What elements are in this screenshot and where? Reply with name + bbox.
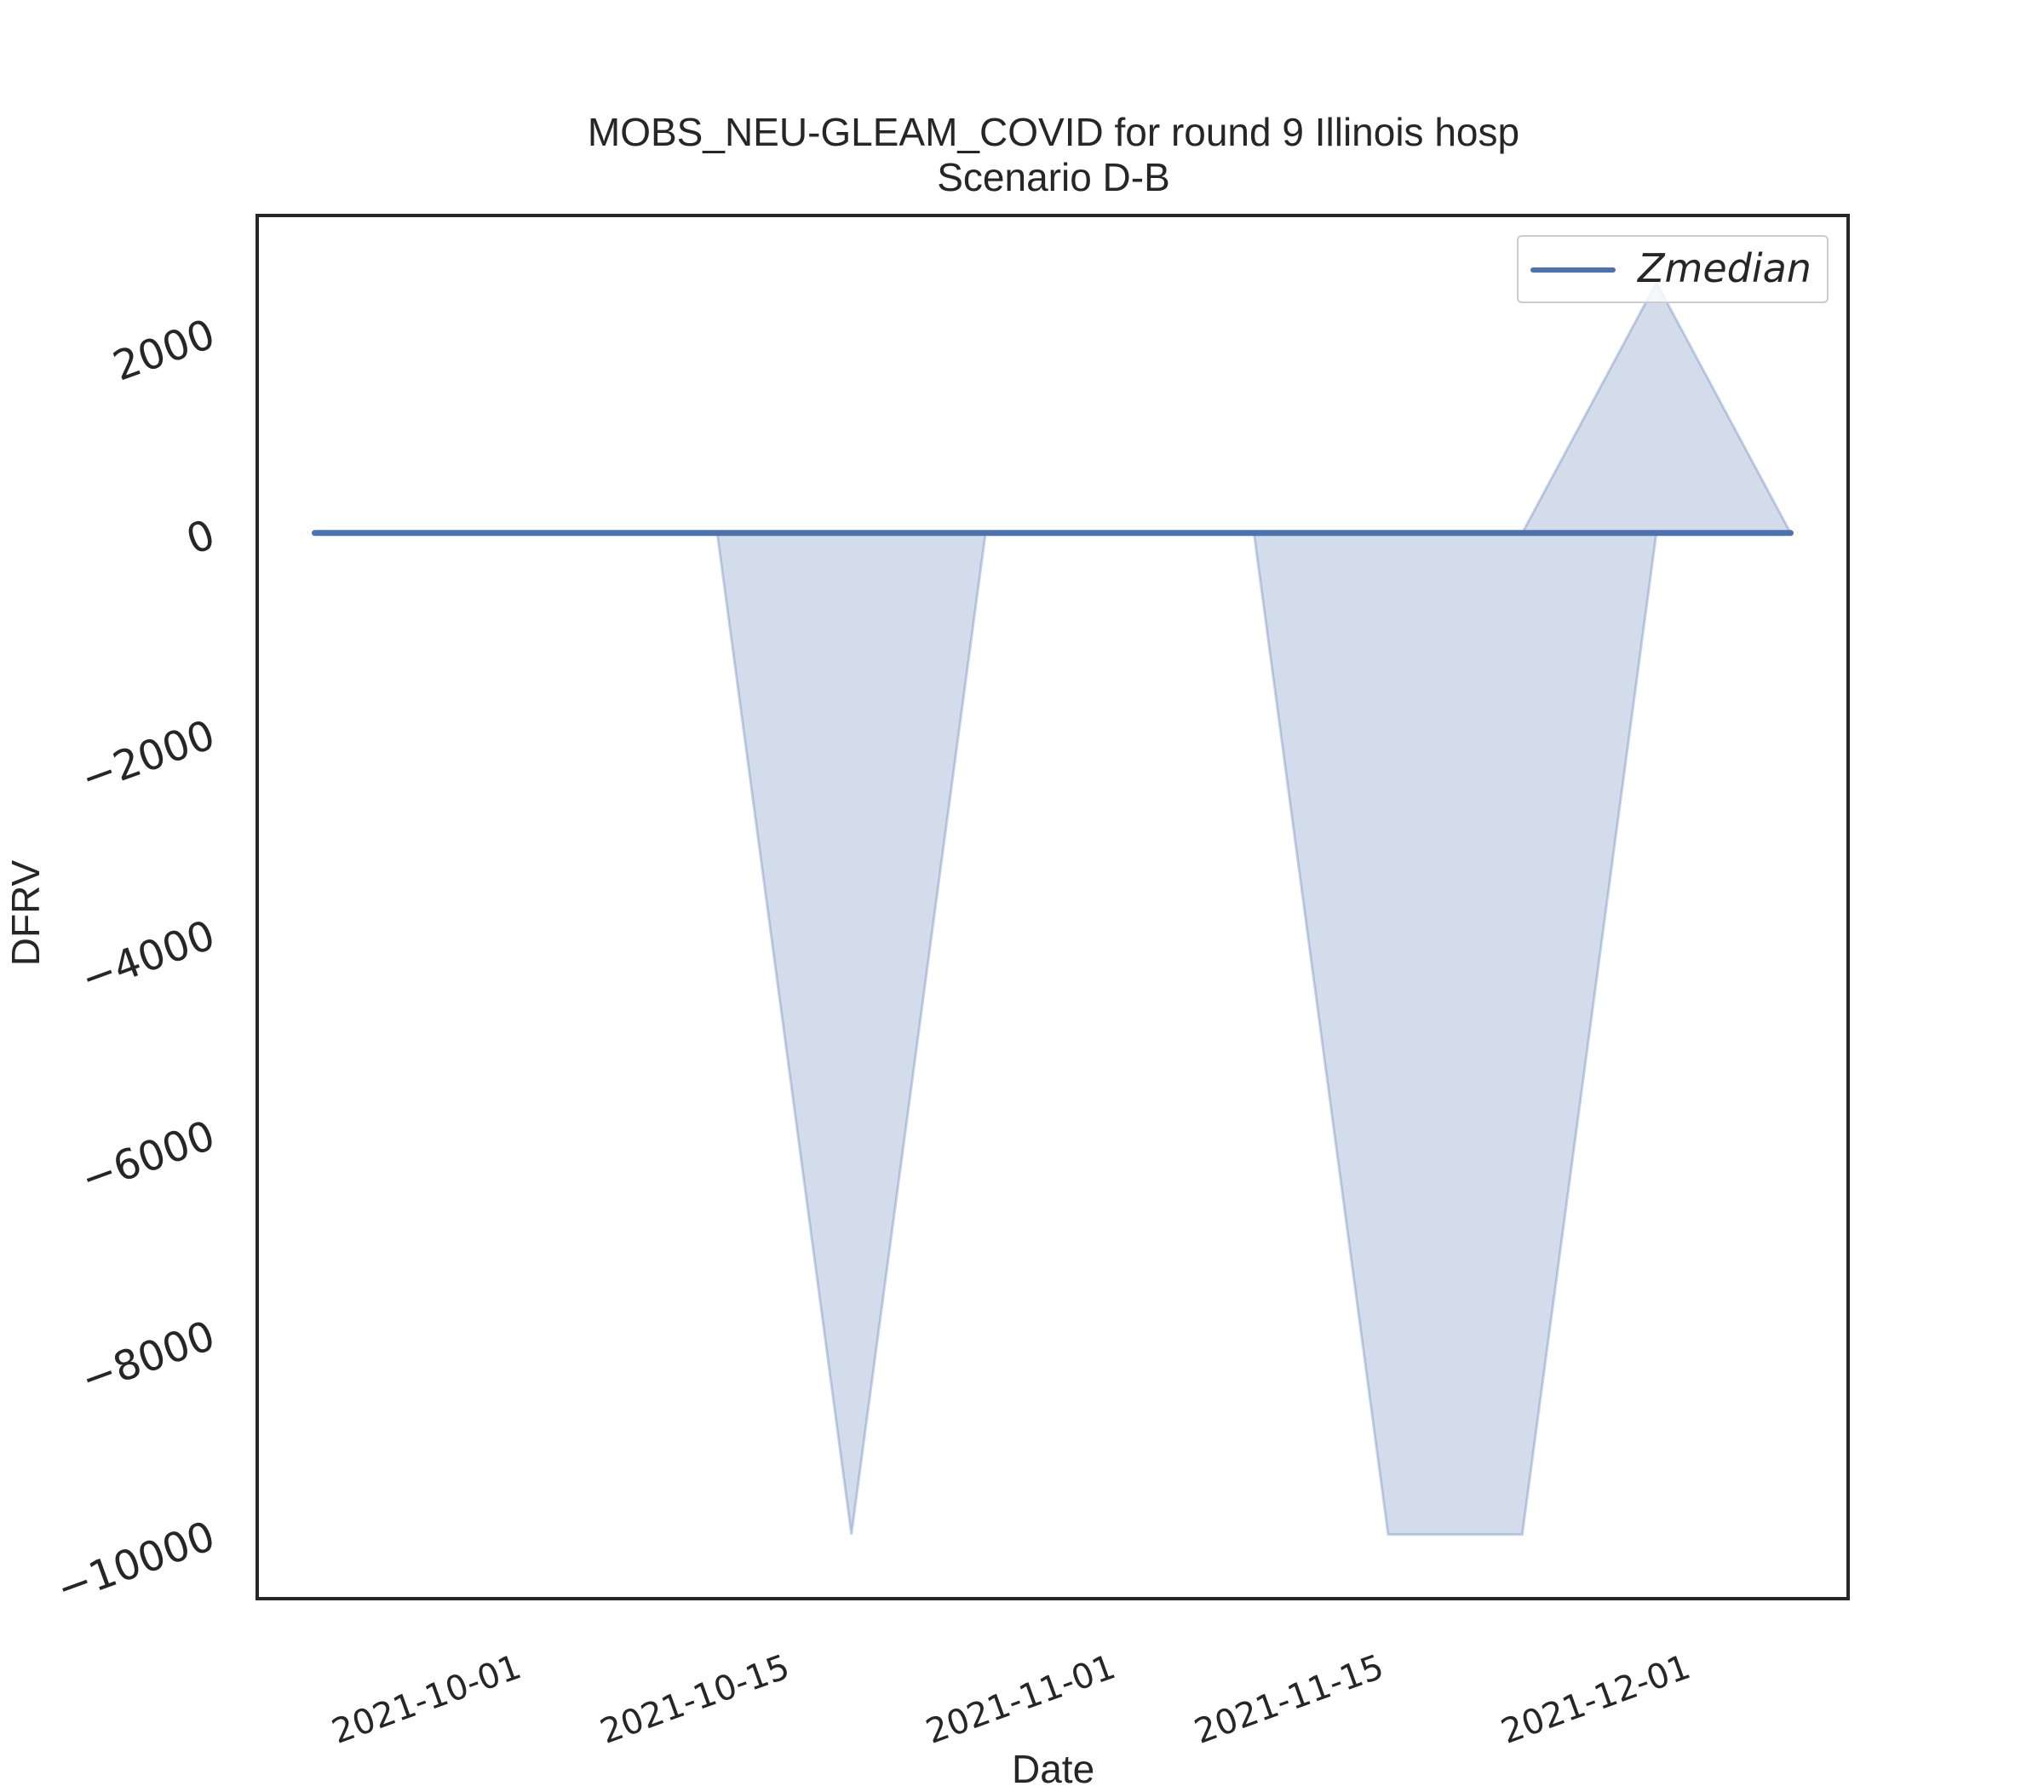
y-tick-label: −10000 xyxy=(50,1512,221,1613)
y-tick-label: −6000 xyxy=(75,1111,221,1203)
legend-label-zmedian: Zmedian xyxy=(1638,245,1811,291)
chart-title: MOBS_NEU-GLEAM_COVID for round 9 Illinoi… xyxy=(587,110,1520,154)
y-tick-label: −4000 xyxy=(75,911,221,1003)
band-area xyxy=(314,279,1794,1536)
y-tick-label: 0 xyxy=(181,510,221,564)
x-tick-label: 2021-12-01 xyxy=(1496,1647,1696,1752)
y-tick-label: −2000 xyxy=(75,711,221,803)
x-tick-label: 2021-11-01 xyxy=(922,1647,1121,1752)
x-axis-label: Date xyxy=(1012,1747,1095,1791)
legend: Zmedian xyxy=(1517,235,1829,303)
chart-subtitle: Scenario D-B xyxy=(937,155,1170,199)
x-tick-label: 2021-10-01 xyxy=(327,1647,526,1752)
plot-frame xyxy=(256,214,1850,1600)
x-tick-label: 2021-10-15 xyxy=(595,1647,795,1752)
confidence-band xyxy=(314,279,1794,1536)
legend-swatch-zmedian xyxy=(1530,267,1616,273)
x-axis-ticks: 2021-10-01 2021-10-15 2021-11-01 2021-11-15… xyxy=(327,1647,1696,1752)
y-tick-label: −8000 xyxy=(75,1312,221,1404)
y-tick-label: 2000 xyxy=(107,310,221,390)
y-axis-ticks: 2000 0 −2000 −4000 −6000 −8000 −10000 xyxy=(50,310,221,1613)
y-axis-label: DFRV xyxy=(3,859,48,967)
x-tick-label: 2021-11-15 xyxy=(1190,1647,1389,1752)
